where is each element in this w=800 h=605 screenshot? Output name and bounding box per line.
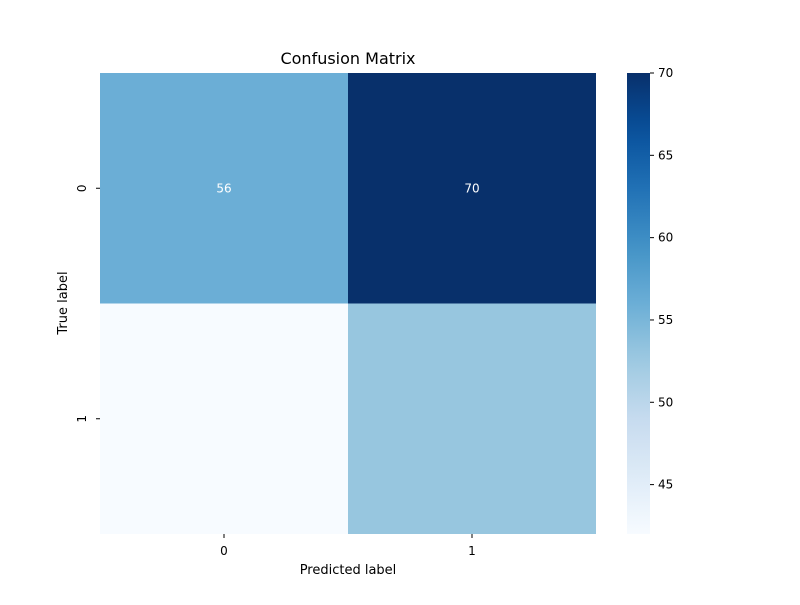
x-axis-label: Predicted label <box>300 563 397 578</box>
heatmap-cell-1-0 <box>100 303 348 534</box>
colorbar-tick-label-2: 55 <box>658 313 673 327</box>
colorbar: 45 50 55 60 65 70 <box>627 66 673 534</box>
heatmap-cell-labels: 56 70 <box>216 181 479 195</box>
y-tick-label-0: 0 <box>75 184 89 192</box>
heatmap-cell-0-0 <box>100 73 348 304</box>
cell-value-label-0-1: 70 <box>464 181 479 195</box>
heatmap-cell-1-1 <box>348 303 596 534</box>
chart-title: Confusion Matrix <box>280 49 415 68</box>
colorbar-tick-label-5: 70 <box>658 66 673 80</box>
colorbar-gradient <box>627 73 650 534</box>
colorbar-tick-label-1: 50 <box>658 395 673 409</box>
x-tick-label-1: 1 <box>468 544 476 558</box>
heatmap-cell-0-1 <box>348 73 596 304</box>
y-axis-ticks: 01 <box>75 184 100 423</box>
colorbar-tick-label-3: 60 <box>658 231 673 245</box>
colorbar-tick-label-0: 45 <box>658 478 673 492</box>
y-axis-label: True label <box>56 271 71 335</box>
cell-value-label-0-0: 56 <box>216 181 231 195</box>
y-tick-label-1: 1 <box>75 415 89 423</box>
x-tick-label-0: 0 <box>220 544 228 558</box>
colorbar-tick-label-4: 65 <box>658 148 673 162</box>
heatmap-cells <box>100 73 596 534</box>
